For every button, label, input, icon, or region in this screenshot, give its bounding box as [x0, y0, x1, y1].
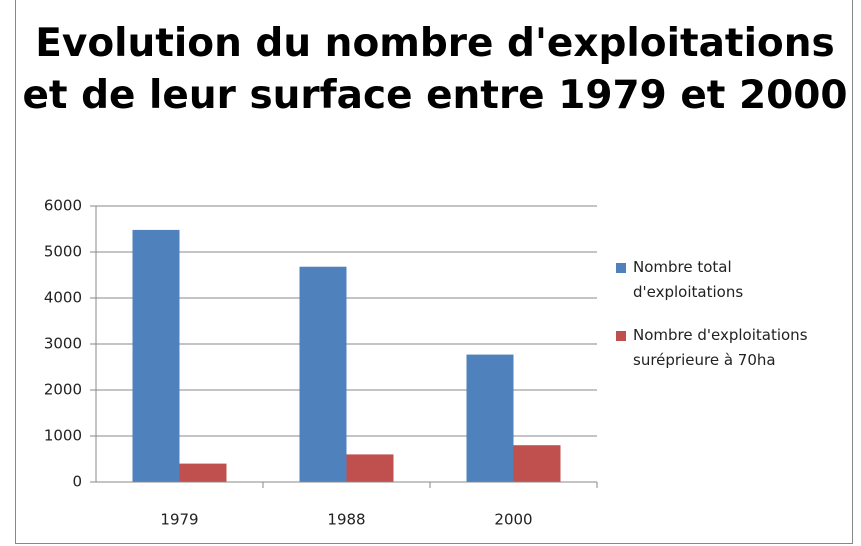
bar — [299, 266, 347, 482]
bar — [513, 445, 561, 482]
bar — [346, 454, 394, 482]
bar — [132, 229, 180, 482]
y-tick-label: 1000 — [44, 427, 82, 445]
x-tick-label: 1988 — [327, 511, 365, 529]
y-tick-label: 2000 — [44, 381, 82, 399]
x-tick-label: 1979 — [160, 511, 198, 529]
legend-swatch — [616, 263, 626, 273]
chart-frame — [15, 0, 853, 544]
legend-label: Nombre d'exploitations suréprieure à 70h… — [633, 326, 808, 369]
y-tick-label: 6000 — [44, 197, 82, 215]
y-tick-label: 0 — [72, 473, 82, 491]
chart-title: Evolution du nombre d'exploitations et d… — [22, 21, 848, 118]
legend-swatch — [616, 331, 626, 341]
y-tick-label: 5000 — [44, 243, 82, 261]
bar — [179, 463, 227, 482]
x-tick-label: 2000 — [494, 511, 532, 529]
legend-label: Nombre total d'exploitations — [633, 258, 744, 301]
y-tick-label: 4000 — [44, 289, 82, 307]
y-tick-label: 3000 — [44, 335, 82, 353]
bar — [466, 354, 514, 482]
